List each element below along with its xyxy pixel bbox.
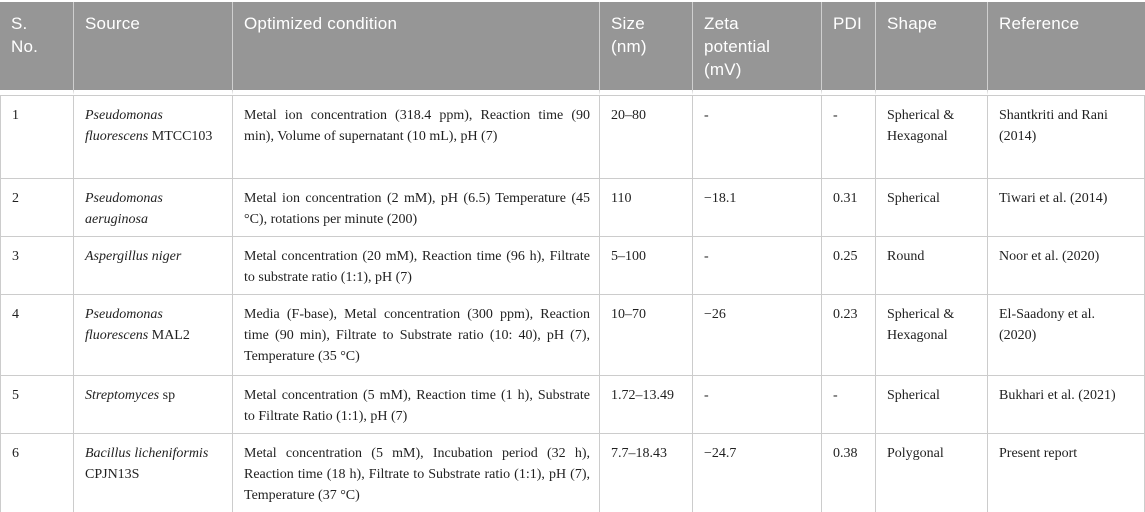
header-row: S. No. Source Optimized condition Size (… bbox=[0, 2, 1145, 95]
header-label: Reference bbox=[999, 14, 1080, 33]
cell-shape: Round bbox=[876, 236, 988, 295]
cell-source: Aspergillus niger bbox=[74, 236, 233, 295]
table-row: 6 Bacillus licheniformis CPJN13S Metal c… bbox=[0, 433, 1145, 512]
table-row: 1 Pseudomonas fluorescens MTCC103 Metal … bbox=[0, 94, 1145, 179]
cell-reference: Noor et al. (2020) bbox=[988, 236, 1145, 295]
cell-pdi: 0.25 bbox=[822, 236, 876, 295]
col-header-sno: S. No. bbox=[0, 2, 74, 95]
cell-pdi: 0.23 bbox=[822, 294, 876, 376]
cell-optimized-condition: Metal ion concentration (318.4 ppm), Rea… bbox=[233, 94, 600, 179]
cell-pdi: - bbox=[822, 375, 876, 434]
header-label: PDI bbox=[833, 14, 862, 33]
organism-name: Streptomyces bbox=[85, 387, 160, 403]
organism-name: Aspergillus niger bbox=[85, 248, 182, 264]
col-header-optimized-condition: Optimized condition bbox=[233, 2, 600, 95]
cell-size: 20–80 bbox=[600, 94, 693, 179]
cell-zeta-potential: - bbox=[693, 236, 822, 295]
cell-reference: Shantkriti and Rani (2014) bbox=[988, 94, 1145, 179]
cell-sno: 4 bbox=[0, 294, 74, 376]
cell-zeta-potential: - bbox=[693, 375, 822, 434]
header-label: (mV) bbox=[704, 59, 742, 79]
cell-source: Pseudomonas fluorescens MTCC103 bbox=[74, 94, 233, 179]
cell-source: Streptomyces sp bbox=[74, 375, 233, 434]
cell-pdi: 0.38 bbox=[822, 433, 876, 512]
cell-shape: Polygonal bbox=[876, 433, 988, 512]
cell-reference: Present report bbox=[988, 433, 1145, 512]
strain-id: MAL2 bbox=[148, 327, 190, 343]
cell-shape: Spherical & Hexagonal bbox=[876, 294, 988, 376]
cell-reference: Tiwari et al. (2014) bbox=[988, 178, 1145, 237]
cell-zeta-potential: −26 bbox=[693, 294, 822, 376]
cell-sno: 2 bbox=[0, 178, 74, 237]
header-label: Shape bbox=[887, 14, 938, 33]
cell-size: 10–70 bbox=[600, 294, 693, 376]
cell-shape: Spherical bbox=[876, 375, 988, 434]
table-row: 4 Pseudomonas fluorescens MAL2 Media (F-… bbox=[0, 294, 1145, 376]
col-header-source: Source bbox=[74, 2, 233, 95]
strain-id: sp bbox=[159, 387, 176, 403]
col-header-shape: Shape bbox=[876, 2, 988, 95]
header-label: Source bbox=[85, 14, 141, 33]
cell-optimized-condition: Metal ion concentration (2 mM), pH (6.5)… bbox=[233, 178, 600, 237]
cell-source: Pseudomonas fluorescens MAL2 bbox=[74, 294, 233, 376]
cell-sno: 6 bbox=[0, 433, 74, 512]
cell-size: 110 bbox=[600, 178, 693, 237]
cell-size: 7.7–18.43 bbox=[600, 433, 693, 512]
col-header-reference: Reference bbox=[988, 2, 1145, 95]
col-header-pdi: PDI bbox=[822, 2, 876, 95]
cell-optimized-condition: Media (F-base), Metal concentration (300… bbox=[233, 294, 600, 376]
header-label: Zeta bbox=[704, 14, 739, 33]
strain-id: CPJN13S bbox=[85, 466, 140, 482]
cell-shape: Spherical bbox=[876, 178, 988, 237]
cell-sno: 1 bbox=[0, 94, 74, 179]
cell-reference: El-Saadony et al. (2020) bbox=[988, 294, 1145, 376]
col-header-size: Size (nm) bbox=[600, 2, 693, 95]
cell-pdi: - bbox=[822, 94, 876, 179]
strain-id: MTCC103 bbox=[148, 128, 213, 144]
table-row: 5 Streptomyces sp Metal concentration (5… bbox=[0, 375, 1145, 434]
organism-name: Pseudomonas aeruginosa bbox=[85, 190, 163, 227]
cell-zeta-potential: −18.1 bbox=[693, 178, 822, 237]
organism-name: Bacillus licheniformis bbox=[85, 445, 209, 461]
cell-source: Bacillus licheniformis CPJN13S bbox=[74, 433, 233, 512]
cell-optimized-condition: Metal concentration (5 mM), Incubation p… bbox=[233, 433, 600, 512]
cell-sno: 5 bbox=[0, 375, 74, 434]
cell-optimized-condition: Metal concentration (20 mM), Reaction ti… bbox=[233, 236, 600, 295]
cell-zeta-potential: −24.7 bbox=[693, 433, 822, 512]
header-label: (nm) bbox=[611, 36, 647, 56]
cell-pdi: 0.31 bbox=[822, 178, 876, 237]
cell-zeta-potential: - bbox=[693, 94, 822, 179]
cell-size: 1.72–13.49 bbox=[600, 375, 693, 434]
cell-shape: Spherical & Hexagonal bbox=[876, 94, 988, 179]
cell-size: 5–100 bbox=[600, 236, 693, 295]
cell-sno: 3 bbox=[0, 236, 74, 295]
cell-source: Pseudomonas aeruginosa bbox=[74, 178, 233, 237]
cell-optimized-condition: Metal concentration (5 mM), Reaction tim… bbox=[233, 375, 600, 434]
table-row: 3 Aspergillus niger Metal concentration … bbox=[0, 236, 1145, 295]
header-label: No. bbox=[11, 36, 39, 56]
organism-name: Pseudomonas fluorescens bbox=[85, 306, 163, 343]
table-row: 2 Pseudomonas aeruginosa Metal ion conce… bbox=[0, 178, 1145, 237]
header-label: Size bbox=[611, 14, 645, 33]
header-label: potential bbox=[704, 36, 771, 56]
organism-name: Pseudomonas fluorescens bbox=[85, 107, 163, 144]
col-header-zeta-potential: Zeta potential (mV) bbox=[693, 2, 822, 95]
header-label: S. bbox=[11, 14, 28, 33]
cell-reference: Bukhari et al. (2021) bbox=[988, 375, 1145, 434]
header-label: Optimized condition bbox=[244, 14, 398, 33]
